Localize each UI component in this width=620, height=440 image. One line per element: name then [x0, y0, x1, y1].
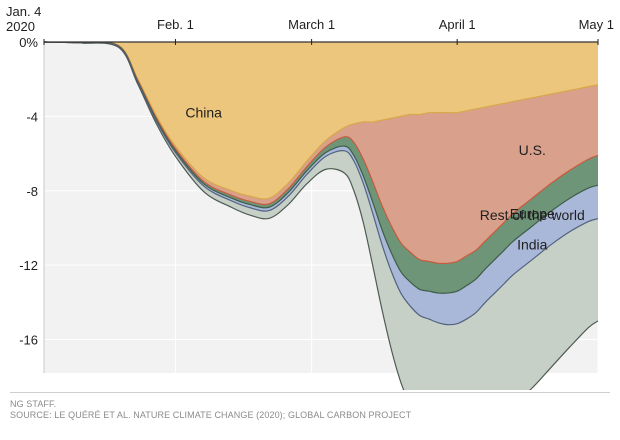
boundary-line-india — [43, 41, 599, 326]
area-u-s — [44, 42, 598, 264]
boundary-line-europe — [43, 41, 599, 294]
area-china — [44, 42, 598, 200]
series-label-europe: Europe — [510, 206, 555, 222]
x-tick-label-jan-4: Jan. 4 — [6, 4, 41, 19]
boundary-line-china — [43, 41, 599, 200]
y-tick-label-8: -8 — [26, 184, 38, 199]
source-credit: NG STAFF. SOURCE: LE QUÉRÉ ET AL. NATURE… — [10, 399, 610, 421]
y-tick-label-16: -16 — [19, 333, 38, 348]
series-label-u-s: U.S. — [519, 142, 546, 158]
x-tick-label-year: 2020 — [6, 19, 35, 34]
credit-line-staff: NG STAFF. — [10, 399, 57, 409]
y-tick-label-0: 0% — [19, 35, 38, 50]
x-tick-label-may-1: May 1 — [579, 17, 614, 32]
area-rest-of-the-world — [44, 42, 598, 390]
source-divider — [10, 392, 610, 393]
series-label-china: China — [185, 105, 222, 121]
y-tick-label-4: -4 — [26, 109, 38, 124]
x-tick-label-feb-1: Feb. 1 — [157, 17, 194, 32]
boundary-line-u-s — [43, 41, 599, 265]
x-tick-label-march-1: March 1 — [288, 17, 335, 32]
x-tick-label-april-1: April 1 — [439, 17, 476, 32]
y-tick-label-12: -12 — [19, 258, 38, 273]
credit-line-source: SOURCE: LE QUÉRÉ ET AL. NATURE CLIMATE C… — [10, 410, 412, 420]
series-label-india: India — [517, 237, 548, 253]
boundary-line-rest-of-the-world — [43, 41, 599, 390]
series-label-rest-of-the-world: Rest of the world — [480, 207, 585, 223]
